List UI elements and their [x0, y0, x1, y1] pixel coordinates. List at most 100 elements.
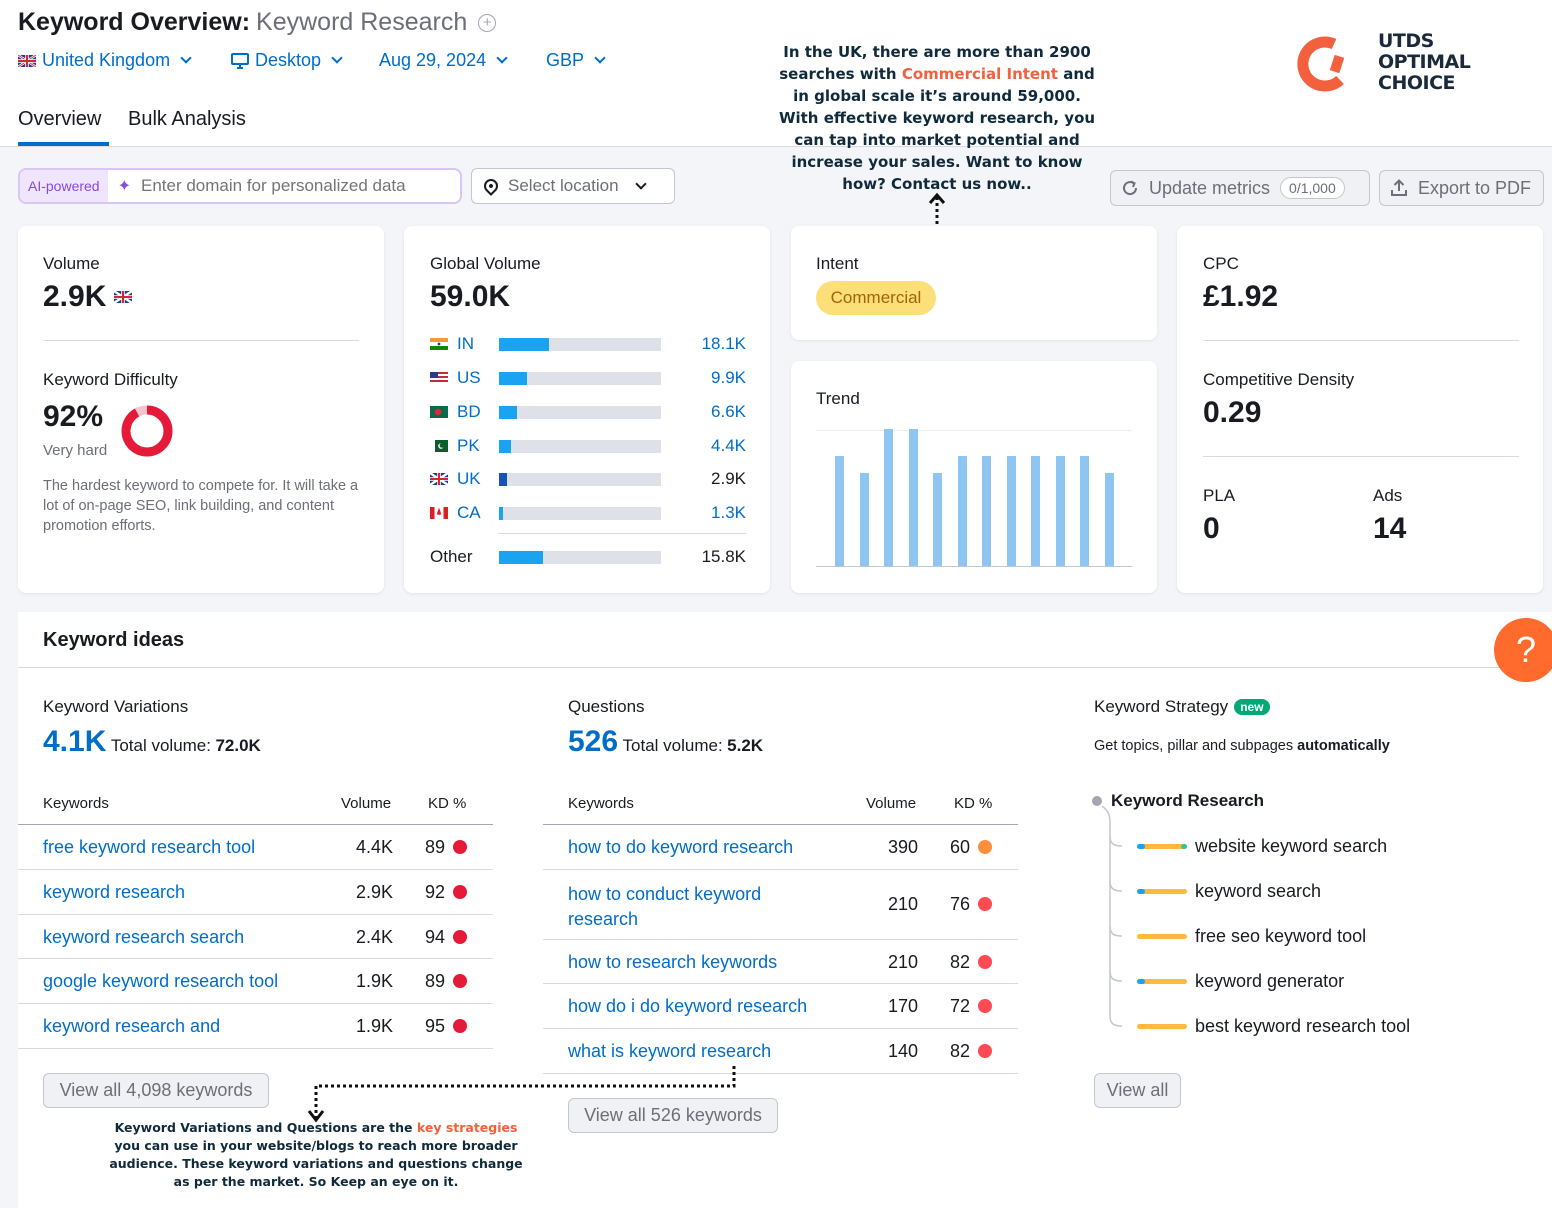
trend-bar[interactable]: [933, 472, 942, 566]
country-filter[interactable]: United Kingdom: [18, 50, 192, 71]
country-row-us: US 9.9K: [430, 368, 750, 388]
keyword-difficulty-value: 92%: [43, 400, 104, 433]
location-select[interactable]: Select location: [471, 168, 675, 204]
strategy-volume-bar: [1137, 979, 1187, 984]
cpc-label: CPC: [1203, 254, 1239, 273]
keyword-link[interactable]: keyword research and: [43, 1016, 221, 1036]
keyword-link[interactable]: how to research keywords: [568, 952, 778, 972]
uk-flag-icon: [18, 54, 36, 67]
currency-filter[interactable]: GBP: [546, 50, 606, 71]
trend-bar[interactable]: [884, 429, 893, 566]
keyword-difficulty: 82: [949, 1041, 970, 1061]
strategy-root-label[interactable]: Keyword Research: [1111, 791, 1265, 810]
country-volume[interactable]: 18.1K: [701, 334, 746, 353]
column-header-volume[interactable]: Volume: [341, 795, 392, 812]
ads-value[interactable]: 14: [1373, 512, 1407, 545]
trend-bar[interactable]: [1080, 456, 1089, 566]
trend-bar[interactable]: [859, 472, 869, 566]
country-volume: 2.9K: [711, 469, 746, 488]
country-volume[interactable]: 9.9K: [711, 368, 746, 387]
keyword-difficulty: 89: [424, 971, 445, 991]
trend-bar[interactable]: [982, 456, 991, 566]
keyword-ideas-title: Keyword ideas: [43, 629, 185, 651]
column-header-kd[interactable]: KD %: [428, 795, 467, 812]
volume-card: [18, 226, 384, 593]
questions-count[interactable]: 526: [568, 725, 619, 758]
global-volume-divider: [498, 533, 746, 534]
domain-input[interactable]: [141, 176, 451, 196]
keyword-link[interactable]: what is keyword research: [568, 1041, 772, 1061]
total-volume-value: 72.0K: [215, 736, 261, 755]
keyword-link[interactable]: keyword research search: [43, 927, 245, 947]
keyword-link[interactable]: how do i do keyword research: [568, 996, 808, 1016]
total-volume-value: 5.2K: [727, 736, 764, 755]
add-to-list-icon[interactable]: +: [478, 14, 497, 32]
kd-indicator-dot: [453, 930, 467, 944]
trend-bar[interactable]: [1031, 456, 1040, 566]
sparkle-icon: ✦: [117, 178, 131, 195]
keyword-difficulty: 72: [949, 996, 970, 1016]
keyword-link[interactable]: how to conduct keyword research: [568, 884, 762, 929]
date-filter[interactable]: Aug 29, 2024: [379, 50, 508, 71]
trend-bar[interactable]: [1055, 456, 1065, 566]
country-volume[interactable]: 4.4K: [711, 436, 746, 455]
trend-bar[interactable]: [1006, 456, 1016, 566]
column-header-kd[interactable]: KD %: [954, 795, 993, 812]
country-code[interactable]: PK: [457, 436, 480, 455]
country-volume[interactable]: 1.3K: [711, 503, 746, 522]
chevron-down-icon: [180, 52, 192, 64]
strategy-child-keyword[interactable]: best keyword research tool: [1195, 1016, 1411, 1036]
strategy-volume-bar: [1137, 934, 1187, 939]
device-filter[interactable]: Desktop: [231, 50, 343, 71]
annotation-bottom-highlight: key strategies: [416, 1120, 518, 1135]
keyword-link[interactable]: keyword research: [43, 882, 186, 902]
intent-label: Intent: [816, 254, 859, 273]
country-row-uk: UK 2.9K: [430, 469, 750, 489]
strategy-child-keyword[interactable]: free seo keyword tool: [1195, 926, 1367, 946]
date-filter-label: Aug 29, 2024: [379, 50, 487, 70]
trend-bar[interactable]: [835, 456, 844, 566]
keyword-link[interactable]: free keyword research tool: [43, 837, 256, 857]
strategy-bar-segment: [1137, 979, 1145, 984]
trend-bar[interactable]: [1104, 472, 1114, 566]
view-all-variations-button[interactable]: View all 4,098 keywords: [43, 1073, 269, 1108]
view-all-questions-button[interactable]: View all 526 keywords: [568, 1098, 778, 1133]
global-volume-value: 59.0K: [430, 280, 511, 313]
keyword-volume: 140: [887, 1041, 918, 1061]
column-header-volume[interactable]: Volume: [866, 795, 917, 812]
usa-flag-icon: [430, 372, 448, 384]
annotation-top-text-end: and in global scale it’s around 59,000. …: [778, 65, 1096, 193]
tab-bulk-analysis[interactable]: Bulk Analysis: [128, 108, 246, 130]
keyword-variations-count[interactable]: 4.1K: [43, 725, 107, 758]
country-volume[interactable]: 6.6K: [711, 402, 746, 421]
keyword-variations-summary: 4.1K Total volume: 72.0K: [43, 725, 261, 759]
country-row-bd: BD 6.6K: [430, 402, 750, 422]
keyword-link[interactable]: google keyword research tool: [43, 971, 279, 991]
strategy-child-keyword[interactable]: keyword search: [1195, 881, 1322, 901]
trend-bar[interactable]: [957, 456, 967, 566]
strategy-bar-segment: [1181, 844, 1187, 849]
keyword-difficulty-level: Very hard: [43, 442, 108, 459]
tab-overview[interactable]: Overview: [18, 108, 102, 130]
brand-line-2: OPTIMAL: [1378, 51, 1471, 73]
country-code[interactable]: CA: [457, 503, 481, 522]
country-code[interactable]: IN: [457, 334, 474, 353]
country-code[interactable]: UK: [457, 469, 481, 488]
update-metrics-button[interactable]: Update metrics 0/1,000: [1110, 170, 1370, 206]
country-bar-fill: [499, 372, 527, 385]
strategy-child-keyword[interactable]: keyword generator: [1195, 971, 1345, 991]
strategy-child-keyword[interactable]: website keyword search: [1195, 836, 1388, 856]
help-button[interactable]: ?: [1494, 618, 1552, 682]
trend-bar[interactable]: [908, 429, 918, 566]
country-code[interactable]: US: [457, 368, 481, 387]
keyword-volume: 2.9K: [355, 882, 393, 902]
table-row-divider: [18, 869, 493, 870]
volume-value-row: 2.9K: [43, 280, 133, 314]
kd-indicator-dot: [978, 955, 992, 969]
keyword-link[interactable]: how to do keyword research: [568, 837, 794, 857]
location-pin-icon: [481, 176, 501, 196]
country-row-in: IN 18.1K: [430, 334, 750, 354]
export-pdf-button[interactable]: Export to PDF: [1379, 170, 1544, 206]
view-all-strategy-button[interactable]: View all: [1094, 1073, 1181, 1108]
country-code[interactable]: BD: [457, 402, 481, 421]
